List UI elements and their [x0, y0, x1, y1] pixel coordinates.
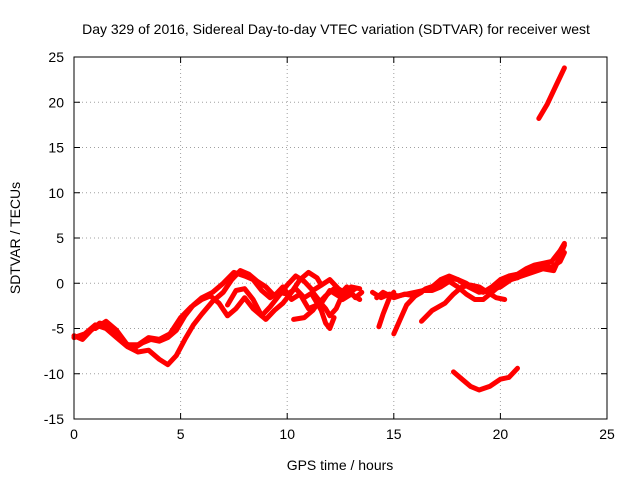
series-track-12 [419, 282, 508, 324]
x-tick-label: 20 [493, 426, 509, 442]
series-track-9 [416, 240, 567, 295]
series-track-11 [391, 289, 424, 337]
x-tick-label: 25 [599, 426, 615, 442]
series-track-3 [92, 273, 358, 348]
x-axis-label: GPS time / hours [287, 457, 394, 473]
y-tick-label: 0 [56, 275, 64, 291]
axis-ticks [73, 56, 608, 420]
y-tick-label: -10 [44, 366, 64, 382]
y-tick-label: 25 [48, 49, 64, 65]
chart-title: Day 329 of 2016, Sidereal Day-to-day VTE… [82, 21, 590, 37]
y-tick-labels: -15 -10 -5 0 5 10 15 20 25 [44, 49, 64, 427]
y-tick-label: -15 [44, 411, 64, 427]
series-track-13 [451, 365, 520, 393]
y-tick-label: -5 [52, 321, 65, 337]
plot-frame [73, 56, 608, 420]
series-layer [71, 65, 567, 393]
series-track-14 [536, 65, 567, 121]
series-track-10 [376, 289, 397, 330]
x-tick-label: 10 [279, 426, 295, 442]
y-tick-label: 15 [48, 140, 64, 156]
series-track-5 [291, 284, 363, 322]
series-track-4 [225, 269, 324, 322]
grid [74, 57, 607, 419]
x-tick-labels: 0 5 10 15 20 25 [70, 426, 615, 442]
series-track-8 [374, 242, 567, 301]
y-tick-label: 10 [48, 185, 64, 201]
x-tick-label: 15 [386, 426, 402, 442]
y-axis-label: SDTVAR / TECUs [7, 182, 23, 294]
x-tick-label: 5 [177, 426, 185, 442]
y-tick-label: 5 [56, 230, 64, 246]
series-track-6 [310, 293, 337, 331]
x-tick-label: 0 [70, 426, 78, 442]
series-track-2 [71, 268, 363, 368]
series-track-7 [370, 250, 567, 302]
y-tick-label: 20 [48, 94, 64, 110]
